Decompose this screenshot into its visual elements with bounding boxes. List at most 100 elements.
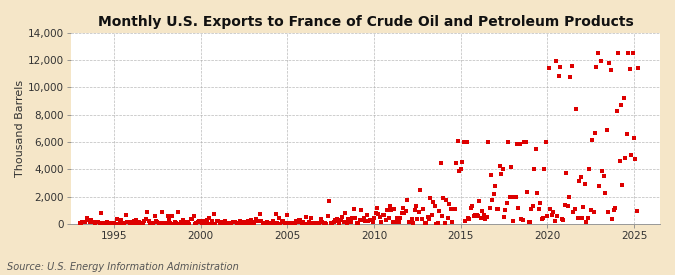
Point: [225, 221, 236, 225]
Point: [138, 221, 148, 226]
Point: [539, 167, 550, 171]
Point: [77, 220, 88, 224]
Point: [194, 219, 205, 224]
Point: [460, 219, 470, 223]
Point: [132, 220, 142, 225]
Point: [398, 206, 408, 210]
Point: [491, 207, 502, 212]
Point: [546, 213, 557, 217]
Point: [570, 207, 580, 211]
Point: [551, 59, 562, 63]
Point: [556, 216, 567, 221]
Point: [346, 220, 356, 224]
Point: [377, 212, 388, 217]
Point: [369, 216, 379, 220]
Point: [524, 220, 535, 224]
Point: [111, 217, 122, 222]
Point: [254, 212, 265, 216]
Point: [126, 219, 137, 224]
Point: [306, 221, 317, 226]
Point: [458, 140, 469, 144]
Point: [467, 204, 478, 208]
Point: [347, 216, 358, 221]
Point: [588, 210, 599, 214]
Point: [578, 205, 589, 209]
Point: [425, 196, 436, 200]
Point: [489, 192, 500, 196]
Point: [607, 217, 618, 222]
Point: [139, 219, 150, 224]
Point: [115, 221, 126, 225]
Point: [285, 221, 296, 225]
Point: [325, 221, 336, 225]
Point: [327, 221, 338, 225]
Point: [275, 221, 286, 226]
Point: [110, 221, 121, 226]
Point: [599, 191, 610, 195]
Point: [389, 207, 400, 211]
Point: [188, 213, 199, 218]
Point: [516, 216, 526, 221]
Point: [321, 221, 332, 226]
Point: [568, 210, 578, 214]
Point: [385, 204, 396, 208]
Point: [616, 103, 626, 107]
Point: [302, 222, 313, 226]
Point: [243, 219, 254, 223]
Point: [205, 221, 216, 226]
Point: [442, 216, 453, 221]
Point: [373, 212, 384, 216]
Point: [506, 165, 516, 169]
Point: [340, 211, 350, 215]
Point: [152, 220, 163, 225]
Point: [497, 167, 508, 171]
Point: [533, 207, 544, 211]
Point: [328, 219, 339, 224]
Point: [406, 217, 417, 222]
Point: [200, 221, 211, 225]
Point: [519, 140, 530, 144]
Point: [597, 169, 608, 173]
Point: [512, 142, 522, 146]
Point: [366, 218, 377, 222]
Point: [415, 188, 426, 192]
Point: [405, 220, 416, 224]
Point: [581, 219, 592, 224]
Point: [558, 218, 568, 222]
Point: [364, 217, 375, 222]
Point: [272, 221, 283, 225]
Point: [122, 220, 132, 225]
Point: [423, 216, 434, 221]
Point: [134, 219, 144, 224]
Point: [367, 220, 378, 224]
Point: [213, 219, 223, 223]
Point: [472, 214, 483, 218]
Point: [566, 64, 577, 68]
Point: [157, 210, 167, 214]
Point: [119, 221, 130, 226]
Point: [210, 222, 221, 226]
Point: [209, 212, 219, 216]
Point: [211, 219, 222, 223]
Point: [371, 206, 382, 210]
Point: [324, 199, 335, 204]
Point: [461, 140, 472, 144]
Point: [603, 210, 614, 214]
Point: [187, 216, 198, 221]
Point: [80, 220, 90, 224]
Point: [319, 221, 330, 225]
Point: [542, 214, 553, 218]
Point: [308, 221, 319, 226]
Point: [585, 207, 596, 212]
Point: [198, 218, 209, 223]
Point: [605, 68, 616, 72]
Point: [135, 221, 146, 225]
Point: [552, 214, 563, 218]
Point: [604, 61, 615, 65]
Point: [508, 219, 518, 223]
Point: [620, 156, 630, 160]
Point: [601, 128, 612, 132]
Point: [109, 221, 119, 226]
Point: [487, 198, 498, 202]
Point: [105, 221, 115, 226]
